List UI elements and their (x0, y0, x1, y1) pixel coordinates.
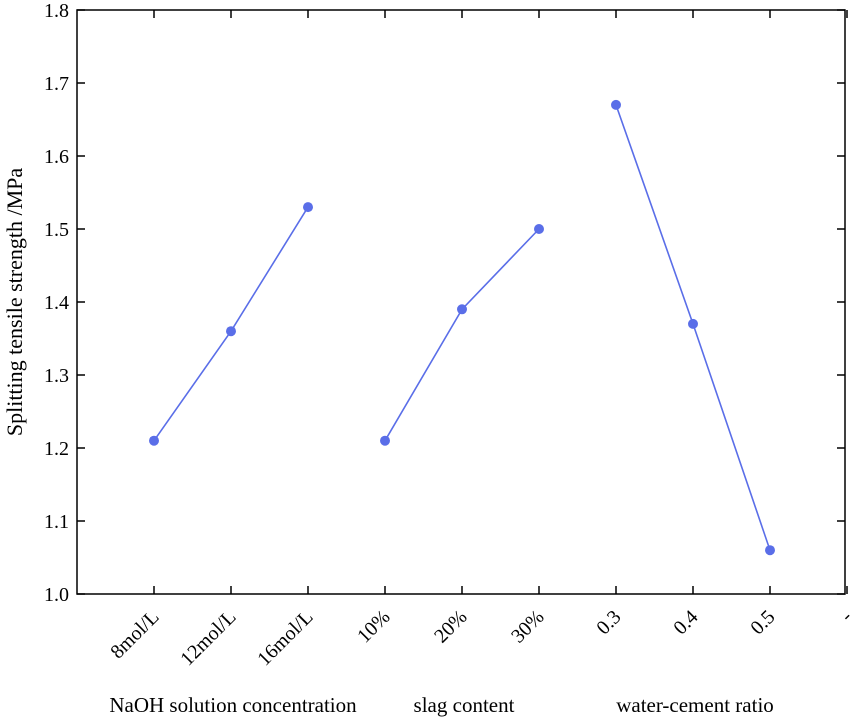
data-point (303, 202, 313, 213)
series-lines (149, 99, 775, 556)
data-point (534, 224, 544, 234)
x-tick-label: 0.3 (592, 606, 625, 639)
y-tick-label: 1.5 (44, 219, 69, 241)
data-point (226, 326, 236, 337)
y-tick-label: 1.4 (44, 292, 69, 314)
group-label-2: slag content (414, 693, 515, 717)
y-tick-label: 1.3 (44, 365, 69, 387)
data-point (457, 304, 467, 315)
series-line-1 (153, 206, 309, 442)
y-axis-title: Splitting tensile strength /MPa (2, 168, 27, 437)
y-tick-label: 1.8 (44, 0, 69, 22)
data-point (765, 545, 775, 556)
x-tick-label: 8mol/L (106, 606, 163, 663)
x-tick-label: 0.5 (746, 606, 779, 639)
y-tick-label: 1.7 (44, 73, 69, 95)
x-tick-label: 12mol/L (176, 606, 240, 670)
x-axis-ticks: 8mol/L 12mol/L 16mol/L 10% 20% 30% 0.3 0.4 0.5 - (106, 10, 857, 670)
y-tick-label: 1.6 (44, 146, 69, 168)
data-point (149, 435, 159, 446)
y-tick-label: 1.2 (44, 438, 69, 460)
data-point (688, 318, 698, 329)
group-label-3: water-cement ratio (616, 693, 774, 717)
x-tick-label: 10% (353, 606, 394, 647)
x-tick-label: 30% (507, 606, 548, 647)
series-line-2 (384, 228, 540, 442)
data-point (380, 435, 390, 446)
group-label-1: NaOH solution concentration (109, 693, 357, 717)
y-tick-label: 1.1 (44, 511, 69, 533)
plot-frame (76, 9, 846, 595)
group-labels: NaOH solution concentration slag content w… (109, 693, 773, 717)
y-tick-label: 1.0 (44, 584, 69, 606)
x-tick-label: 20% (430, 606, 471, 647)
x-tick-label: 16mol/L (253, 606, 317, 670)
y-axis-ticks: 1.0 1.1 1.2 1.3 1.4 1.5 1.6 1.7 1.8 (44, 0, 845, 606)
x-tick-label: 0.4 (669, 606, 702, 639)
x-tick-label: - (836, 606, 856, 626)
data-point (611, 99, 621, 110)
